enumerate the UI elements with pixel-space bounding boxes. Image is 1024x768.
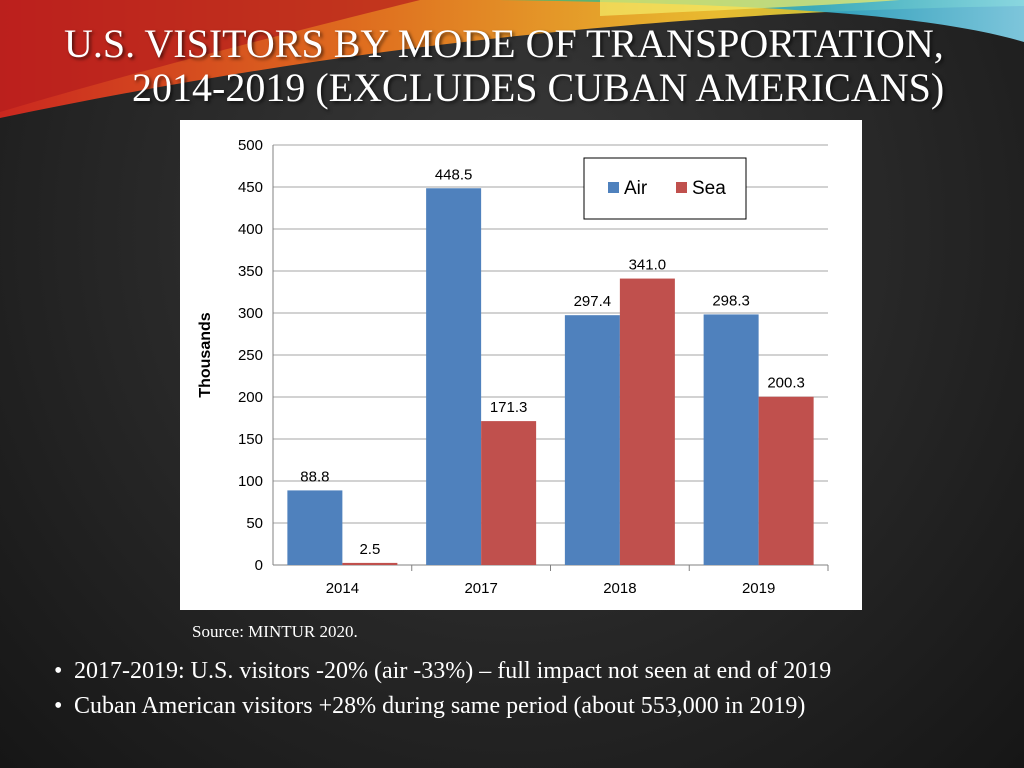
y-tick-label: 400 bbox=[238, 221, 263, 238]
x-tick-label: 2019 bbox=[742, 580, 775, 597]
y-tick-label: 200 bbox=[238, 389, 263, 406]
y-tick-label: 250 bbox=[238, 347, 263, 364]
x-tick-label: 2014 bbox=[326, 580, 359, 597]
data-label: 2.5 bbox=[359, 541, 380, 558]
y-tick-label: 150 bbox=[238, 431, 263, 448]
y-tick-label: 500 bbox=[238, 137, 263, 154]
slide-title: U.S. VISITORS BY MODE OF TRANSPORTATION,… bbox=[64, 22, 1004, 110]
bullet-glyph: • bbox=[54, 693, 63, 719]
legend-label: Air bbox=[624, 178, 648, 199]
y-tick-label: 300 bbox=[238, 305, 263, 322]
x-tick-label: 2018 bbox=[603, 580, 636, 597]
bar-air bbox=[426, 188, 482, 565]
data-label: 171.3 bbox=[490, 399, 528, 416]
bullet-item: • 2017-2019: U.S. visitors -20% (air -33… bbox=[54, 654, 1014, 689]
legend-label: Sea bbox=[692, 178, 726, 199]
y-axis-label: Thousands bbox=[197, 312, 214, 397]
data-label: 200.3 bbox=[767, 375, 805, 392]
y-tick-label: 350 bbox=[238, 263, 263, 280]
bar-air bbox=[564, 315, 620, 565]
data-label: 297.4 bbox=[574, 293, 612, 310]
y-tick-label: 0 bbox=[255, 557, 263, 574]
bar-sea bbox=[342, 562, 398, 565]
bullet-list: • 2017-2019: U.S. visitors -20% (air -33… bbox=[54, 654, 1014, 724]
bar-air bbox=[703, 314, 759, 565]
data-label: 448.5 bbox=[435, 166, 473, 183]
source-note: Source: MINTUR 2020. bbox=[192, 622, 358, 641]
bar-air bbox=[287, 490, 343, 565]
x-tick-label: 2017 bbox=[464, 580, 497, 597]
slide-title-line-2: 2014-2019 (EXCLUDES CUBAN AMERICANS) bbox=[132, 65, 945, 110]
bullet-item: • Cuban American visitors +28% during sa… bbox=[54, 689, 1014, 724]
bullet-text: Cuban American visitors +28% during same… bbox=[74, 693, 806, 719]
legend-swatch bbox=[676, 182, 687, 193]
bar-sea bbox=[758, 396, 814, 565]
decorative-swoosh bbox=[0, 0, 1024, 118]
bar-sea bbox=[619, 278, 675, 565]
bullet-glyph: • bbox=[54, 658, 63, 684]
legend-swatch bbox=[608, 182, 619, 193]
slide-title-line-1: U.S. VISITORS BY MODE OF TRANSPORTATION, bbox=[64, 21, 944, 66]
data-label: 298.3 bbox=[712, 292, 750, 309]
data-label: 341.0 bbox=[629, 257, 667, 274]
data-label: 88.8 bbox=[300, 468, 329, 485]
y-tick-label: 450 bbox=[238, 179, 263, 196]
y-tick-label: 100 bbox=[238, 473, 263, 490]
y-tick-label: 50 bbox=[246, 515, 263, 532]
bar-chart: 0 50 100 150 200 250 300 350 400 450 500 Thousands 2… bbox=[197, 137, 829, 597]
bullet-text: 2017-2019: U.S. visitors -20% (air -33%)… bbox=[74, 658, 832, 684]
bar-sea bbox=[481, 421, 537, 565]
chart-panel: 0 50 100 150 200 250 300 350 400 450 500 Thousands 2… bbox=[180, 120, 862, 610]
